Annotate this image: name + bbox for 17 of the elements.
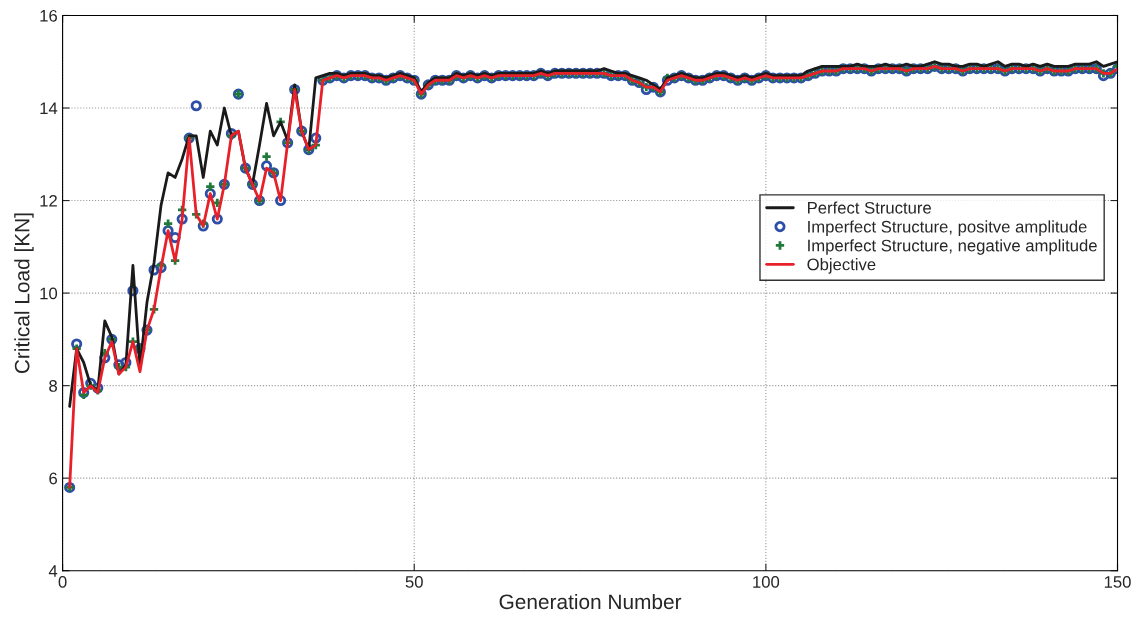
y-tick-label: 14 — [40, 102, 58, 115]
y-tick-label: 12 — [40, 194, 57, 207]
y-axis-title: Critical Load [KN] — [14, 213, 34, 374]
y-tick-label: 8 — [49, 380, 57, 392]
legend-label: Perfect Structure — [808, 201, 931, 214]
y-tick-label: 16 — [40, 9, 57, 22]
x-tick-label: 150 — [1104, 576, 1131, 588]
x-tick-label: 0 — [58, 576, 67, 588]
legend-label: Imperfect Structure, positve amplitude — [808, 220, 1087, 236]
legend-label: Objective — [807, 258, 876, 274]
y-tick-label: 10 — [40, 287, 58, 300]
legend-label: Imperfect Structure, negative amplitude — [808, 239, 1097, 255]
x-tick-label: 50 — [405, 576, 423, 588]
x-tick-label: 100 — [753, 576, 780, 588]
y-tick-label: 6 — [49, 472, 57, 485]
y-tick-label: 4 — [48, 565, 58, 577]
x-axis-title: Generation Number — [499, 593, 682, 610]
